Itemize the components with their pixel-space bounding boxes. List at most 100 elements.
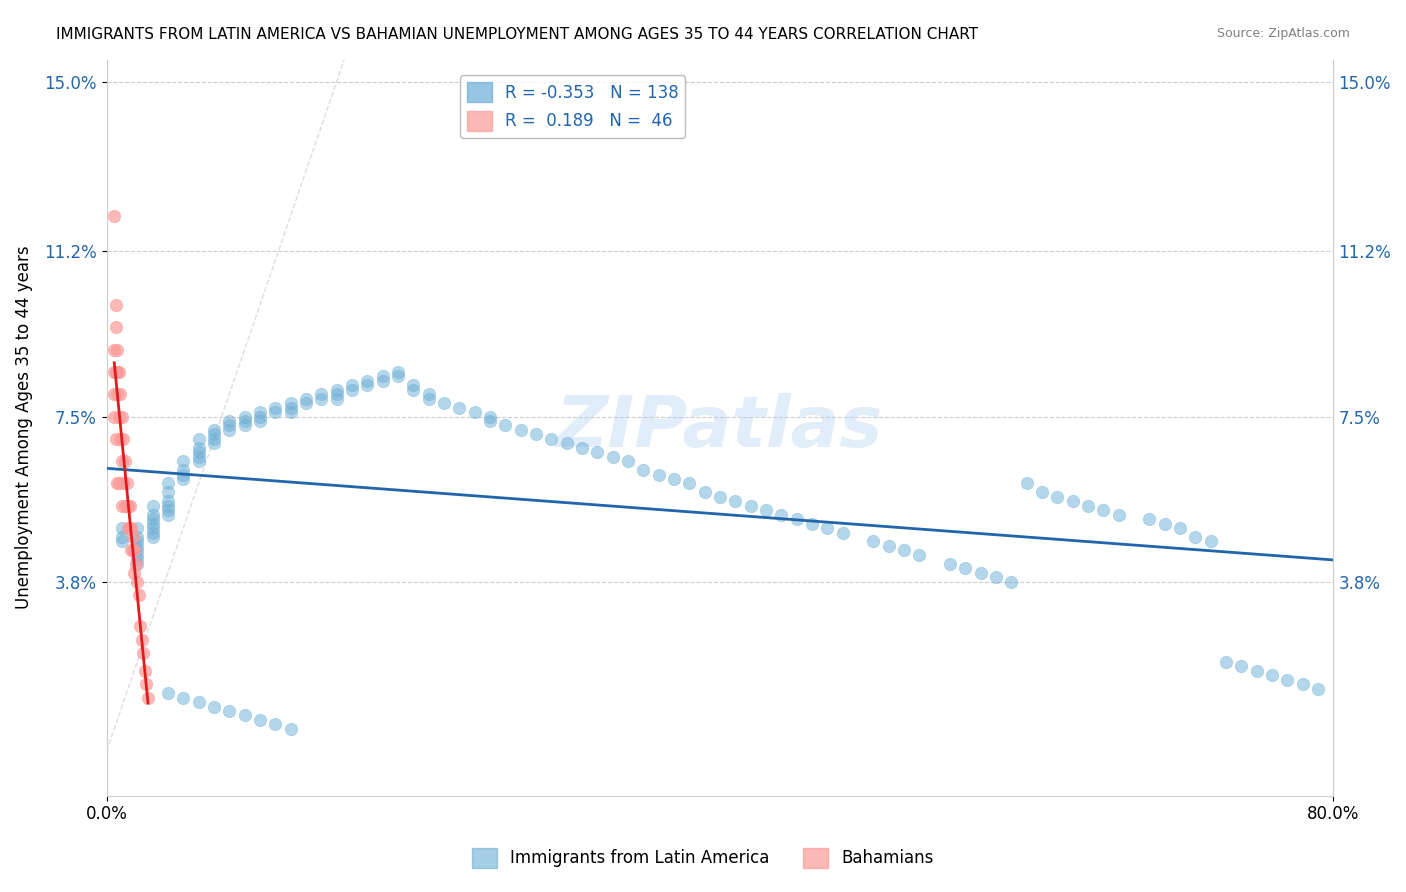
Point xyxy=(325,383,347,397)
Point xyxy=(662,472,685,486)
Point xyxy=(187,432,209,446)
Point xyxy=(340,378,363,392)
Point xyxy=(127,574,149,589)
Point xyxy=(233,418,256,433)
Point xyxy=(280,401,302,415)
Point xyxy=(105,365,128,379)
Point xyxy=(1137,512,1160,526)
Point xyxy=(142,508,165,522)
Point xyxy=(111,521,134,535)
Legend: R = -0.353   N = 138, R =  0.189   N =  46: R = -0.353 N = 138, R = 0.189 N = 46 xyxy=(460,75,686,137)
Point xyxy=(1168,521,1191,535)
Point xyxy=(142,499,165,513)
Point xyxy=(295,396,318,410)
Point xyxy=(555,436,578,450)
Point xyxy=(142,512,165,526)
Text: IMMIGRANTS FROM LATIN AMERICA VS BAHAMIAN UNEMPLOYMENT AMONG AGES 35 TO 44 YEARS: IMMIGRANTS FROM LATIN AMERICA VS BAHAMIA… xyxy=(56,27,979,42)
Point xyxy=(156,508,179,522)
Point xyxy=(1153,516,1175,531)
Point xyxy=(433,396,456,410)
Point xyxy=(127,557,149,571)
Point xyxy=(969,566,991,580)
Point xyxy=(104,298,127,312)
Point xyxy=(127,530,149,544)
Point xyxy=(647,467,669,482)
Point xyxy=(103,387,125,401)
Point xyxy=(187,695,209,709)
Point xyxy=(831,525,853,540)
Point xyxy=(172,467,194,482)
Point xyxy=(172,454,194,468)
Point xyxy=(142,525,165,540)
Point xyxy=(105,387,128,401)
Point xyxy=(449,401,471,415)
Point xyxy=(280,722,302,736)
Point xyxy=(112,476,135,491)
Point xyxy=(187,445,209,459)
Point xyxy=(280,405,302,419)
Point xyxy=(125,557,148,571)
Point xyxy=(110,432,132,446)
Point xyxy=(1108,508,1130,522)
Point xyxy=(111,409,134,424)
Point xyxy=(111,454,134,468)
Point xyxy=(371,369,394,384)
Point xyxy=(1292,677,1315,691)
Point xyxy=(786,512,808,526)
Text: Source: ZipAtlas.com: Source: ZipAtlas.com xyxy=(1216,27,1350,40)
Point xyxy=(108,365,131,379)
Point xyxy=(136,690,159,705)
Point xyxy=(187,454,209,468)
Point xyxy=(249,414,271,428)
Point xyxy=(118,499,141,513)
Point xyxy=(156,503,179,517)
Point xyxy=(311,392,333,406)
Point xyxy=(108,476,131,491)
Point xyxy=(709,490,731,504)
Point xyxy=(1046,490,1069,504)
Point xyxy=(110,387,132,401)
Point xyxy=(325,387,347,401)
Point xyxy=(371,374,394,388)
Point xyxy=(464,405,486,419)
Point xyxy=(249,405,271,419)
Point xyxy=(121,543,143,558)
Point xyxy=(311,387,333,401)
Y-axis label: Unemployment Among Ages 35 to 44 years: Unemployment Among Ages 35 to 44 years xyxy=(15,246,32,609)
Point xyxy=(1015,476,1038,491)
Point xyxy=(156,485,179,500)
Point xyxy=(356,374,378,388)
Point xyxy=(571,441,593,455)
Point xyxy=(1184,530,1206,544)
Point xyxy=(111,534,134,549)
Point xyxy=(114,454,136,468)
Point xyxy=(893,543,915,558)
Point xyxy=(1230,659,1253,673)
Point xyxy=(156,686,179,700)
Legend: Immigrants from Latin America, Bahamians: Immigrants from Latin America, Bahamians xyxy=(465,841,941,875)
Point xyxy=(1306,681,1329,696)
Point xyxy=(1062,494,1084,508)
Point xyxy=(264,717,287,731)
Point xyxy=(103,409,125,424)
Point xyxy=(127,534,149,549)
Point xyxy=(122,566,145,580)
Point xyxy=(418,387,440,401)
Point xyxy=(218,418,240,433)
Point xyxy=(402,383,425,397)
Point xyxy=(120,521,142,535)
Point xyxy=(494,418,516,433)
Point xyxy=(103,343,125,357)
Point xyxy=(118,521,141,535)
Point xyxy=(142,530,165,544)
Point xyxy=(418,392,440,406)
Text: ZIPatlas: ZIPatlas xyxy=(557,393,884,462)
Point xyxy=(129,619,152,633)
Point xyxy=(478,414,501,428)
Point xyxy=(586,445,609,459)
Point xyxy=(1031,485,1053,500)
Point xyxy=(156,494,179,508)
Point xyxy=(877,539,900,553)
Point xyxy=(939,557,962,571)
Point xyxy=(131,632,153,647)
